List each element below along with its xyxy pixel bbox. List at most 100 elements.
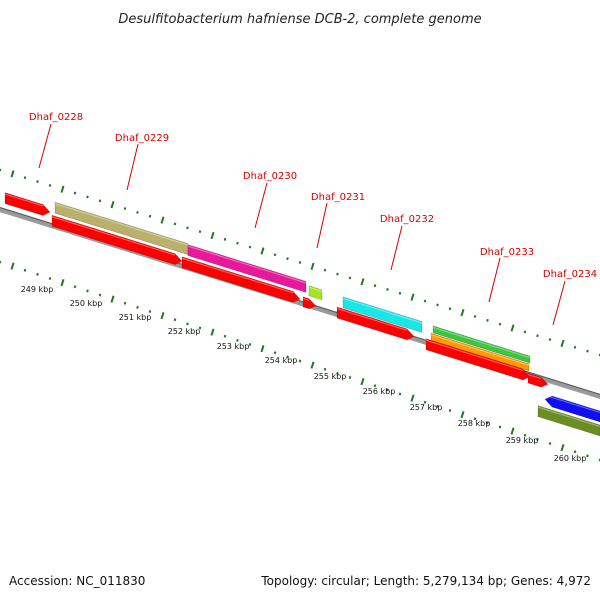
feature-cds-b bbox=[51, 214, 183, 265]
feature-cds-g bbox=[527, 372, 549, 388]
upper-major-tick bbox=[310, 262, 315, 270]
feature-cds-d bbox=[302, 296, 317, 310]
scale-label: 259 kbp bbox=[506, 436, 539, 445]
upper-major-tick bbox=[510, 324, 515, 332]
lower-tick bbox=[598, 458, 600, 462]
lower-tick bbox=[86, 289, 89, 293]
lower-major-tick bbox=[60, 278, 65, 287]
lower-tick bbox=[286, 355, 289, 359]
upper-tick bbox=[223, 237, 227, 241]
upper-tick bbox=[98, 199, 102, 203]
upper-tick bbox=[48, 183, 52, 187]
lower-tick bbox=[0, 260, 2, 264]
upper-tick bbox=[348, 276, 352, 280]
lower-major-tick bbox=[10, 262, 15, 270]
gene-label-0229: Dhaf_0229 bbox=[115, 133, 169, 144]
feature-cyan-bar bbox=[342, 296, 423, 333]
lower-major-tick bbox=[310, 361, 315, 369]
feature-orange-bar-highlight bbox=[430, 334, 530, 366]
lower-major-tick bbox=[560, 443, 565, 452]
upper-tick bbox=[486, 318, 489, 322]
leader-line-0233 bbox=[488, 257, 501, 303]
upper-major-tick bbox=[360, 278, 365, 286]
gene-label-0230: Dhaf_0230 bbox=[243, 171, 297, 182]
feature-cds-d-highlight bbox=[302, 297, 310, 301]
upper-major-tick bbox=[410, 293, 415, 301]
lower-tick bbox=[173, 318, 177, 322]
leader-line-0228 bbox=[38, 123, 52, 169]
scale-label: 260 kbp bbox=[554, 454, 587, 463]
scale-labels: 249 kbp 250 kbp 251 kbp 252 kbp 253 kbp … bbox=[21, 285, 587, 463]
upper-tick bbox=[273, 253, 277, 257]
upper-tick bbox=[473, 315, 477, 318]
upper-major-tick bbox=[60, 185, 65, 193]
lower-tick bbox=[536, 437, 539, 441]
feature-olive-bar bbox=[537, 405, 600, 437]
scale-label: 252 kbp bbox=[168, 327, 201, 336]
lower-tick bbox=[423, 400, 427, 404]
leader-line-0231 bbox=[316, 202, 328, 249]
feature-orange-bar bbox=[430, 332, 530, 372]
upper-major-tick bbox=[560, 339, 565, 348]
lower-tick bbox=[348, 376, 352, 379]
lower-tick bbox=[223, 334, 227, 338]
scale-label: 257 kbp bbox=[410, 403, 443, 412]
upper-tick bbox=[23, 176, 27, 180]
lower-tick bbox=[573, 450, 577, 454]
upper-tick bbox=[398, 291, 402, 295]
lower-major-tick bbox=[460, 410, 465, 419]
lower-tick bbox=[473, 417, 477, 421]
feature-cds-f bbox=[425, 338, 531, 381]
leader-line-0232 bbox=[390, 225, 403, 271]
feature-lime-box bbox=[308, 285, 323, 301]
leader-line-0234 bbox=[552, 280, 566, 326]
lower-tick bbox=[136, 305, 139, 309]
upper-tick bbox=[36, 180, 39, 184]
lower-tick bbox=[186, 322, 189, 326]
lower-major-tick bbox=[260, 344, 265, 353]
lower-tick bbox=[523, 433, 527, 437]
scale-label: 250 kbp bbox=[70, 299, 103, 308]
upper-tick bbox=[523, 330, 527, 334]
upper-tick bbox=[73, 191, 77, 195]
feature-cds-a-highlight bbox=[4, 193, 44, 207]
upper-tick bbox=[336, 272, 339, 276]
lower-tick bbox=[298, 359, 302, 363]
lower-major-tick bbox=[160, 311, 165, 320]
feature-cds-c bbox=[181, 256, 301, 303]
leader-line-0230 bbox=[254, 182, 268, 229]
lower-tick bbox=[98, 293, 102, 297]
upper-tick bbox=[573, 345, 577, 349]
upper-tick bbox=[548, 338, 552, 342]
feature-cds-e-highlight bbox=[336, 307, 408, 331]
lower-tick bbox=[198, 326, 202, 330]
upper-tick-track bbox=[0, 168, 600, 357]
upper-tick bbox=[423, 299, 427, 303]
feature-track bbox=[4, 192, 600, 437]
upper-major-tick bbox=[110, 201, 115, 209]
feature-green-bar-highlight bbox=[432, 326, 531, 359]
scale-label: 249 kbp bbox=[21, 285, 54, 294]
gene-label-0232: Dhaf_0232 bbox=[380, 214, 434, 225]
gene-labels: Dhaf_0228 Dhaf_0229 Dhaf_0230 Dhaf_0231 … bbox=[29, 112, 597, 280]
upper-tick bbox=[323, 268, 327, 272]
gene-label-0228: Dhaf_0228 bbox=[29, 112, 83, 123]
scale-label: 256 kbp bbox=[363, 387, 396, 396]
upper-major-tick bbox=[460, 308, 465, 317]
upper-tick bbox=[298, 261, 302, 264]
scale-label: 253 kbp bbox=[217, 342, 250, 351]
scale-label: 251 kbp bbox=[119, 313, 152, 322]
upper-major-tick bbox=[260, 247, 265, 255]
lower-tick bbox=[273, 351, 277, 355]
upper-tick bbox=[286, 257, 289, 261]
feature-cds-a bbox=[4, 192, 51, 216]
lower-tick bbox=[73, 285, 77, 289]
feature-cds-g-highlight bbox=[527, 373, 542, 380]
feature-cds-f-highlight bbox=[425, 339, 524, 372]
upper-tick bbox=[236, 241, 239, 245]
upper-tick bbox=[148, 214, 152, 218]
upper-tick bbox=[373, 284, 377, 288]
upper-tick bbox=[536, 334, 539, 338]
scale-label: 258 kbp bbox=[458, 419, 491, 428]
